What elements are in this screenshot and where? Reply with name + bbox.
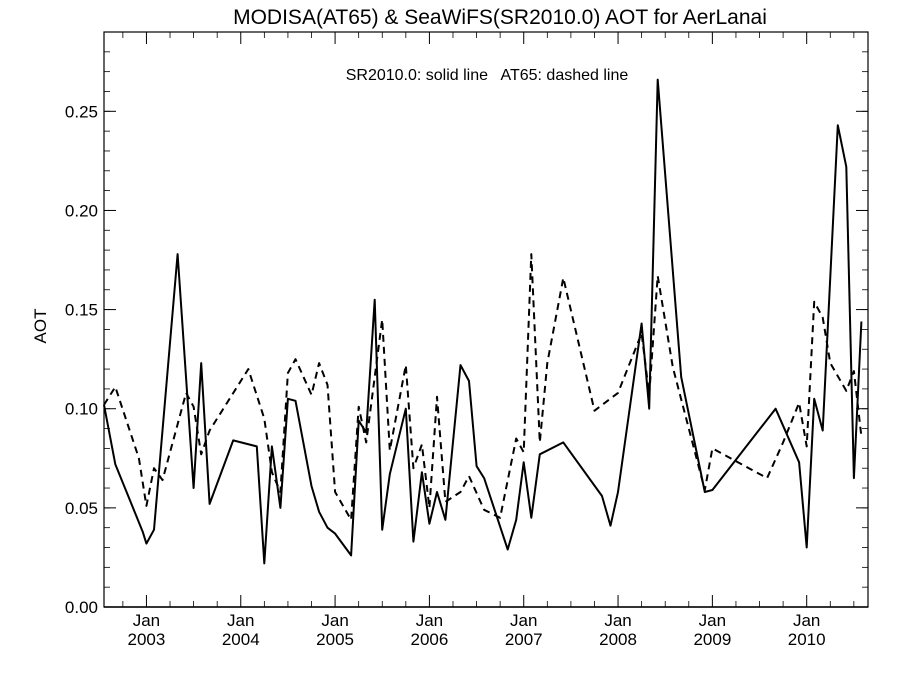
x-tick-year-label: 2004 — [222, 630, 260, 649]
x-tick-month-label: Jan — [133, 611, 160, 630]
y-tick-label: 0.00 — [65, 598, 98, 617]
series-layer — [103, 78, 863, 565]
x-tick-month-label: Jan — [604, 611, 631, 630]
plot-frame — [103, 31, 869, 608]
x-tick-month-label: Jan — [510, 611, 537, 630]
x-axis-ticks: Jan2003Jan2004Jan2005Jan2006Jan2007Jan20… — [122, 32, 855, 649]
x-tick-year-label: 2010 — [788, 630, 826, 649]
x-tick-year-label: 2005 — [316, 630, 354, 649]
x-tick-year-label: 2003 — [128, 630, 166, 649]
y-tick-label: 0.20 — [65, 201, 98, 220]
y-tick-label: 0.25 — [65, 102, 98, 121]
series-line-sr2010-0 — [103, 78, 863, 565]
x-tick-month-label: Jan — [416, 611, 443, 630]
x-tick-year-label: 2007 — [505, 630, 543, 649]
series-line-at65 — [103, 253, 863, 521]
x-tick-month-label: Jan — [227, 611, 254, 630]
x-tick-month-label: Jan — [321, 611, 348, 630]
x-tick-year-label: 2009 — [693, 630, 731, 649]
y-tick-label: 0.05 — [65, 499, 98, 518]
y-tick-label: 0.10 — [65, 400, 98, 419]
x-tick-month-label: Jan — [793, 611, 820, 630]
chart-title: MODISA(AT65) & SeaWiFS(SR2010.0) AOT for… — [233, 6, 767, 29]
x-tick-year-label: 2008 — [599, 630, 637, 649]
x-tick-month-label: Jan — [699, 611, 726, 630]
x-tick-year-label: 2006 — [410, 630, 448, 649]
plot-border — [103, 31, 869, 608]
y-axis-ticks: 0.00 0.05 0.10 0.15 0.20 0.25 — [65, 51, 868, 617]
y-tick-label: 0.15 — [65, 301, 98, 320]
legend-annotation: SR2010.0: solid line AT65: dashed line — [346, 67, 629, 84]
y-axis-label: AOT — [31, 309, 50, 344]
